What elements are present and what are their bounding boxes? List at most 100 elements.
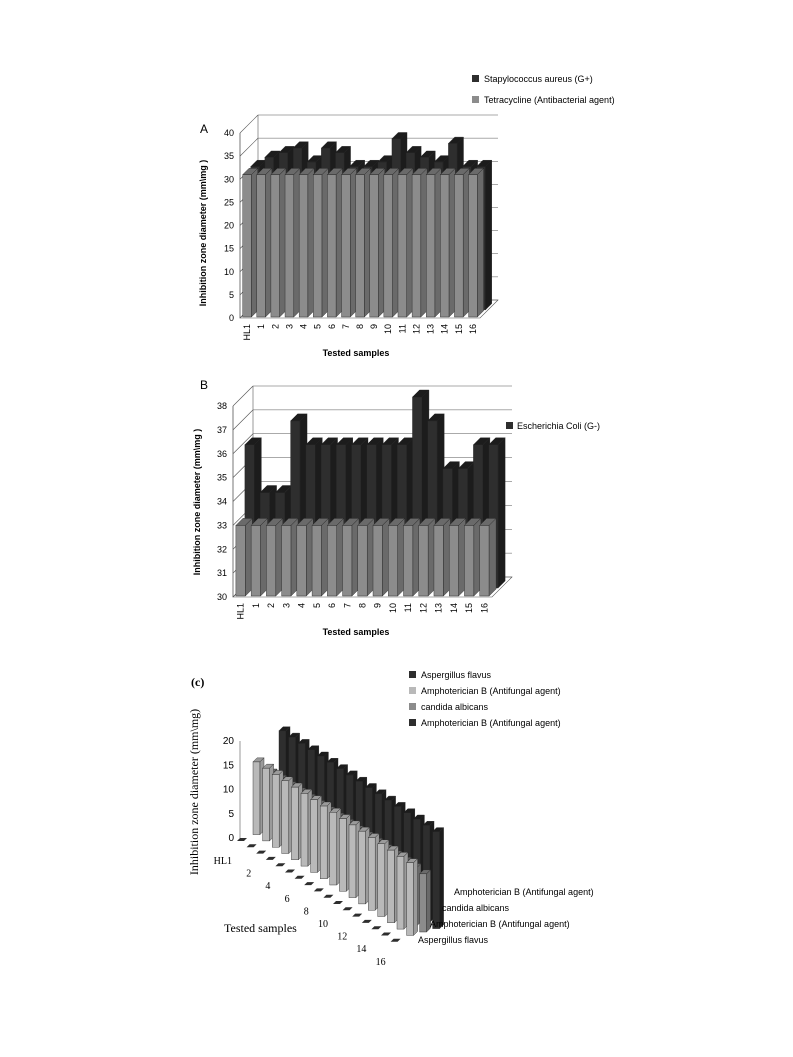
x-tick-label: 4 [299,324,309,329]
bar-front [300,793,309,867]
bar-series2 [271,769,284,848]
legend-swatch [409,703,416,710]
bar-side [488,517,497,597]
bar-flat [275,863,286,867]
chart-b-panel-label: B [200,378,208,392]
bar-series2 [326,517,345,597]
x-tick-label: 8 [358,603,368,608]
bar-series4 [432,827,445,930]
x-tick-label: 6 [285,894,290,905]
bar-series2 [281,776,294,854]
legend-label: Tetracycline (Antibacterial agent) [484,95,615,105]
y-tick-label: 25 [224,197,234,207]
bar-flat [304,882,315,886]
bar-front [262,767,270,842]
bar-series2 [262,763,275,842]
y-tick-label: 34 [217,497,227,507]
z-tick-label: 20 [223,736,235,747]
x-tick-label: 4 [297,603,307,608]
bar-side [497,437,506,589]
bar-series2 [463,517,482,597]
bar-series2 [235,517,253,597]
bar-front [348,824,357,898]
bar-series2 [386,845,399,924]
bar-front [311,525,322,597]
bar-series2 [358,826,371,905]
bar-flat [381,932,391,936]
bar-flat [294,875,305,879]
bar-front [419,873,427,933]
chart-b-x-axis-label: Tested samples [323,627,390,637]
bar-front [291,786,299,860]
y-tick-label: 37 [217,425,227,435]
bar-front [256,174,266,318]
x-tick-label: 13 [426,324,436,334]
chart-b-x-ticks: HL1 1 2 3 4 5 6 7 8 9 10 11 12 13 14 15 16 [236,603,490,620]
bar-series2 [355,167,372,318]
legend-swatch [472,96,479,103]
bar-front [266,525,277,597]
bar-series2 [372,517,390,597]
depth-label: Amphoterician B (Antifungal agent) [454,887,594,897]
bar-series2 [377,839,390,917]
gridline-diag [232,409,254,431]
legend-swatch [409,719,416,726]
bar-series2 [341,167,358,318]
bar-series2 [256,167,273,318]
chart-a-y-axis-label: Inhibition zone diameter (mm\mg ) [198,160,208,307]
bar-front [372,525,383,597]
x-tick-label: 3 [284,324,294,329]
y-tick-label: 15 [224,244,234,254]
x-tick-label: 14 [449,603,459,613]
legend-swatch [409,671,416,678]
y-tick-label: 0 [229,313,234,323]
x-tick-label: 9 [369,324,379,329]
bar-series2 [453,167,470,318]
x-tick-label: 1 [251,603,261,608]
bar-front [272,774,280,848]
bar-front [432,831,440,929]
x-tick-label: 2 [266,603,276,608]
y-tick-label: 35 [217,473,227,483]
bar-front [320,805,328,879]
x-tick-label: 6 [327,324,337,329]
bar-front [355,174,365,318]
bar-side [485,159,492,311]
bar-series2 [468,167,485,318]
bar-series2 [418,517,436,597]
bar-front [426,174,436,318]
bar-series2 [425,167,442,318]
bar-front [464,525,475,597]
depth-label: candida albicans [442,903,510,913]
bar-front [284,174,294,318]
bar-front [383,174,393,318]
bar-front [242,174,252,318]
y-tick-label: 10 [224,267,234,277]
chart-a-legend: Stapylococcus aureus (G+) Tetracycline (… [472,74,615,105]
bar-flat [237,838,247,841]
bar-front [339,818,347,892]
x-tick-label: 2 [270,324,280,329]
bar-series2 [433,517,451,597]
bar-front [369,174,379,318]
bar-series2 [284,167,301,318]
chart-c-bars [237,726,445,942]
x-tick-label: 10 [383,324,393,334]
bar-front [433,525,444,597]
y-tick-label: 32 [217,544,227,554]
bar-series2 [265,517,284,597]
x-tick-label: 5 [312,603,322,608]
bar-front [250,525,261,597]
x-tick-label: HL1 [236,603,246,620]
x-tick-label: 7 [342,603,352,608]
bar-series2 [326,167,343,318]
bar-front [468,174,478,318]
bar-flat [352,913,363,917]
y-tick-label: 30 [224,174,234,184]
bar-front [281,780,289,854]
chart-c-x-ticks: HL1 2 4 6 8 10 12 14 16 [214,856,386,968]
bar-front [377,843,385,917]
x-tick-label: 1 [256,324,266,329]
x-tick-label: 11 [403,603,413,612]
